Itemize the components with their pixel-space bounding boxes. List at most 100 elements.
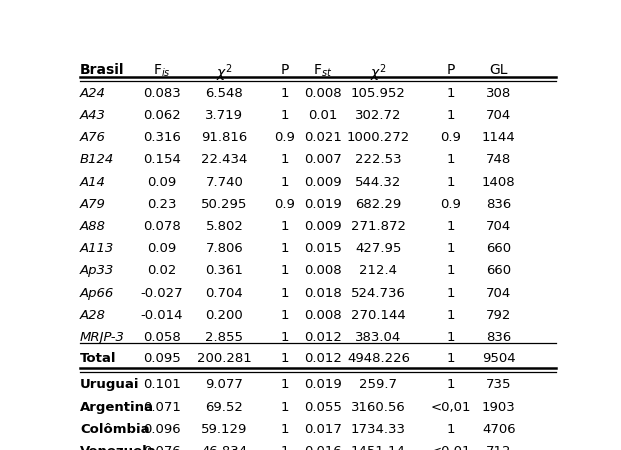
Text: 0.021: 0.021 [304, 131, 342, 144]
Text: Ap33: Ap33 [80, 264, 114, 277]
Text: 0.058: 0.058 [143, 331, 181, 344]
Text: 22.434: 22.434 [201, 153, 248, 166]
Text: 46.834: 46.834 [201, 445, 248, 450]
Text: 0.9: 0.9 [274, 131, 295, 144]
Text: 0.009: 0.009 [304, 176, 342, 189]
Text: 69.52: 69.52 [206, 400, 243, 414]
Text: 0.09: 0.09 [147, 176, 176, 189]
Text: 0.02: 0.02 [147, 264, 176, 277]
Text: 1: 1 [446, 153, 455, 166]
Text: 7.740: 7.740 [206, 176, 243, 189]
Text: 1144: 1144 [482, 131, 515, 144]
Text: 1: 1 [446, 176, 455, 189]
Text: F$_{st}$: F$_{st}$ [314, 63, 333, 79]
Text: Colômbia: Colômbia [80, 423, 150, 436]
Text: 0.012: 0.012 [304, 331, 342, 344]
Text: 105.952: 105.952 [351, 87, 406, 100]
Text: 0.071: 0.071 [143, 400, 181, 414]
Text: 308: 308 [486, 87, 511, 100]
Text: 91.816: 91.816 [201, 131, 248, 144]
Text: 1: 1 [446, 378, 455, 392]
Text: 271.872: 271.872 [351, 220, 406, 233]
Text: 4706: 4706 [482, 423, 515, 436]
Text: A79: A79 [80, 198, 106, 211]
Text: A14: A14 [80, 176, 106, 189]
Text: 524.736: 524.736 [351, 287, 406, 300]
Text: 0.361: 0.361 [206, 264, 243, 277]
Text: A43: A43 [80, 109, 106, 122]
Text: 383.04: 383.04 [355, 331, 402, 344]
Text: A76: A76 [80, 131, 106, 144]
Text: 212.4: 212.4 [360, 264, 397, 277]
Text: 0.017: 0.017 [304, 423, 342, 436]
Text: 748: 748 [486, 153, 511, 166]
Text: <0,01: <0,01 [430, 400, 471, 414]
Text: 0.055: 0.055 [304, 400, 342, 414]
Text: 1: 1 [446, 264, 455, 277]
Text: 704: 704 [486, 287, 511, 300]
Text: <0,01: <0,01 [430, 445, 471, 450]
Text: 836: 836 [486, 198, 511, 211]
Text: 1: 1 [446, 423, 455, 436]
Text: 4948.226: 4948.226 [347, 352, 410, 365]
Text: 7.806: 7.806 [206, 242, 243, 255]
Text: 0.062: 0.062 [143, 109, 181, 122]
Text: A88: A88 [80, 220, 106, 233]
Text: 1: 1 [280, 352, 289, 365]
Text: 0.015: 0.015 [304, 242, 342, 255]
Text: 1: 1 [280, 378, 289, 392]
Text: 59.129: 59.129 [201, 423, 248, 436]
Text: 1734.33: 1734.33 [351, 423, 406, 436]
Text: P: P [281, 63, 289, 76]
Text: 1: 1 [446, 109, 455, 122]
Text: 427.95: 427.95 [355, 242, 402, 255]
Text: 1: 1 [446, 287, 455, 300]
Text: 660: 660 [486, 242, 511, 255]
Text: 1: 1 [446, 309, 455, 322]
Text: 1: 1 [280, 176, 289, 189]
Text: 544.32: 544.32 [355, 176, 402, 189]
Text: 2.855: 2.855 [206, 331, 243, 344]
Text: 792: 792 [486, 309, 512, 322]
Text: 1: 1 [446, 220, 455, 233]
Text: Venezuela: Venezuela [80, 445, 156, 450]
Text: GL: GL [489, 63, 508, 76]
Text: B124: B124 [80, 153, 114, 166]
Text: 1: 1 [280, 87, 289, 100]
Text: 0.008: 0.008 [304, 309, 342, 322]
Text: F$_{is}$: F$_{is}$ [153, 63, 171, 79]
Text: 1408: 1408 [482, 176, 515, 189]
Text: 6.548: 6.548 [206, 87, 243, 100]
Text: 1: 1 [280, 309, 289, 322]
Text: 9.077: 9.077 [206, 378, 243, 392]
Text: 0.704: 0.704 [206, 287, 243, 300]
Text: -0.014: -0.014 [140, 309, 183, 322]
Text: 0.09: 0.09 [147, 242, 176, 255]
Text: A113: A113 [80, 242, 114, 255]
Text: 1: 1 [280, 153, 289, 166]
Text: 0.078: 0.078 [143, 220, 181, 233]
Text: 1: 1 [280, 287, 289, 300]
Text: 712: 712 [486, 445, 512, 450]
Text: 1: 1 [280, 331, 289, 344]
Text: 1: 1 [280, 220, 289, 233]
Text: 1: 1 [280, 423, 289, 436]
Text: 1: 1 [446, 87, 455, 100]
Text: 50.295: 50.295 [201, 198, 248, 211]
Text: 0.01: 0.01 [309, 109, 338, 122]
Text: 1: 1 [280, 400, 289, 414]
Text: 0.23: 0.23 [147, 198, 176, 211]
Text: 0.018: 0.018 [304, 287, 342, 300]
Text: 704: 704 [486, 220, 511, 233]
Text: 3.719: 3.719 [206, 109, 243, 122]
Text: 0.016: 0.016 [304, 445, 342, 450]
Text: 270.144: 270.144 [351, 309, 406, 322]
Text: 0.101: 0.101 [143, 378, 181, 392]
Text: 3160.56: 3160.56 [351, 400, 406, 414]
Text: 0.316: 0.316 [143, 131, 181, 144]
Text: 302.72: 302.72 [355, 109, 402, 122]
Text: Total: Total [80, 352, 117, 365]
Text: 0.083: 0.083 [143, 87, 181, 100]
Text: 0.9: 0.9 [440, 131, 461, 144]
Text: Brasil: Brasil [80, 63, 125, 76]
